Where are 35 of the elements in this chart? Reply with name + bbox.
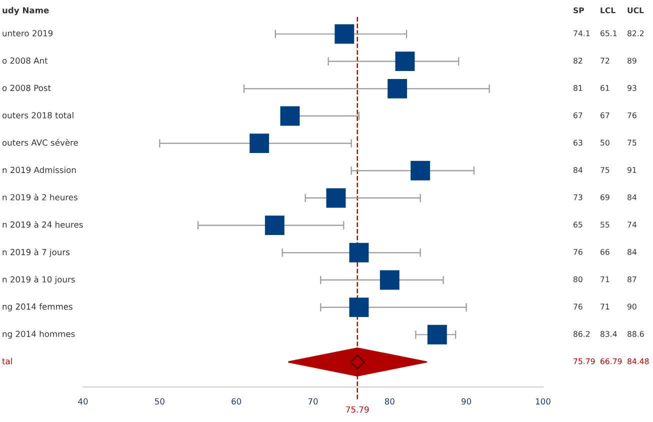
x-tick-label: 50 <box>155 398 164 405</box>
x-tick-label: 40 <box>78 398 88 405</box>
point <box>334 24 354 44</box>
ref-line-label: 75.79 <box>346 406 369 413</box>
point <box>395 52 415 72</box>
y-tick-label: untero 2019 <box>2 30 53 36</box>
y-tick-label: outers AVC sévère <box>2 138 78 146</box>
x-tick-label: 100 <box>536 398 550 405</box>
y-tick-label: o 2008 Ant <box>2 57 48 64</box>
point <box>349 298 369 318</box>
y-tick-label: ng 2014 femmes <box>2 303 72 312</box>
x-tick-label: 80 <box>384 398 394 405</box>
x-tick-label: 70 <box>308 398 318 405</box>
y-tick-label: n 2019 à 24 heures <box>2 220 83 228</box>
y-tick-label: tal <box>2 358 12 364</box>
y-tick-label: n 2019 à 2 heures <box>2 194 78 200</box>
point <box>250 134 270 154</box>
point <box>349 242 369 262</box>
point <box>410 160 430 180</box>
y-tick-label: n 2019 à 7 jours <box>2 248 70 257</box>
point <box>264 216 284 236</box>
y-tick-label: n 2019 Admission <box>2 166 76 174</box>
point <box>326 188 346 208</box>
y-tick-label: n 2019 à 10 jours <box>2 276 75 284</box>
x-tick-label: 90 <box>462 398 472 405</box>
y-tick-label: o 2008 Post <box>2 84 51 92</box>
point <box>388 78 408 98</box>
y-tick-label: ng 2014 hommes <box>2 330 75 339</box>
point <box>427 324 447 344</box>
point <box>350 354 365 370</box>
point <box>380 270 400 290</box>
point <box>280 106 300 126</box>
y-tick-label: outers 2018 total <box>2 112 74 118</box>
x-tick-label: 60 <box>232 398 242 405</box>
y-axis-title: udy Name <box>2 6 49 16</box>
